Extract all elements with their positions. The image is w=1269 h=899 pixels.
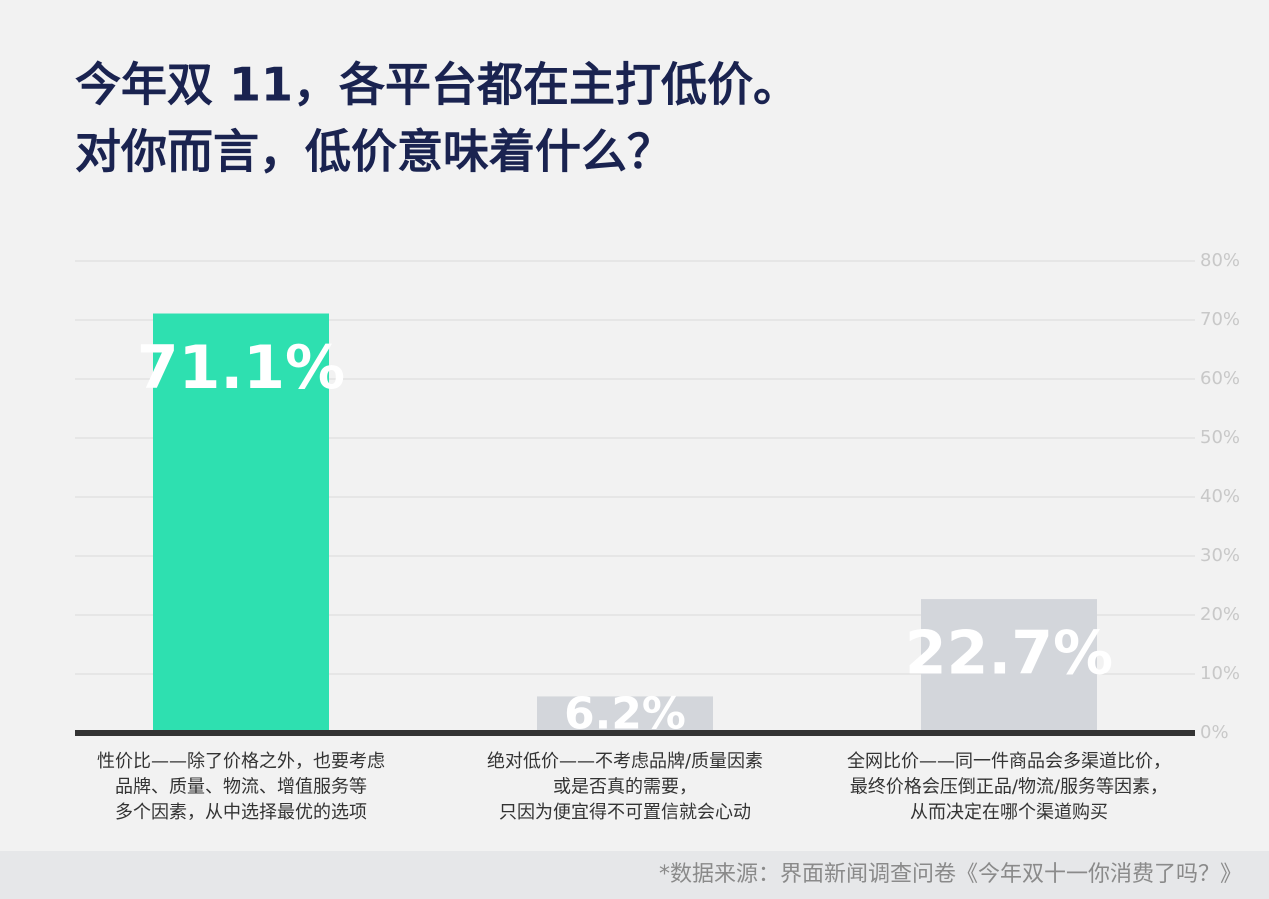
x-tick-label: 最终价格会压倒正品/物流/服务等因素， <box>850 777 1168 798</box>
source-note: *数据来源：界面新闻调查问卷《今年双十一你消费了吗？》 <box>659 862 1242 887</box>
y-tick-label: 40% <box>1200 486 1240 507</box>
value-label: 71.1% <box>137 333 345 403</box>
chart-title: 对你而言，低价意味着什么？ <box>75 125 673 179</box>
y-tick-label: 30% <box>1200 545 1240 566</box>
y-tick-label: 70% <box>1200 309 1240 330</box>
bar <box>537 696 713 733</box>
x-tick-label: 从而决定在哪个渠道购买 <box>910 802 1108 823</box>
x-tick-label: 性价比——除了价格之外，也要考虑 <box>97 751 385 772</box>
chart-title: 今年双 11，各平台都在主打低价。 <box>75 58 799 112</box>
footer <box>0 851 1269 899</box>
y-tick-label: 20% <box>1200 604 1240 625</box>
x-tick-label: 品牌、质量、物流、增值服务等 <box>115 777 367 798</box>
y-tick-label: 50% <box>1200 427 1240 448</box>
x-tick-label: 多个因素，从中选择最优的选项 <box>115 802 367 823</box>
x-tick-label: 全网比价——同一件商品会多渠道比价， <box>847 751 1171 772</box>
y-tick-label: 0% <box>1200 722 1229 743</box>
y-tick-label: 60% <box>1200 368 1240 389</box>
y-tick-label: 10% <box>1200 663 1240 684</box>
x-tick-label: 只因为便宜得不可置信就会心动 <box>499 802 751 823</box>
x-tick-label: 或是否真的需要， <box>553 777 697 798</box>
y-tick-label: 80% <box>1200 250 1240 271</box>
bar <box>921 599 1097 733</box>
bar <box>153 313 329 733</box>
x-tick-label: 绝对低价——不考虑品牌/质量因素 <box>487 751 763 772</box>
value-label: 22.7% <box>905 619 1113 689</box>
